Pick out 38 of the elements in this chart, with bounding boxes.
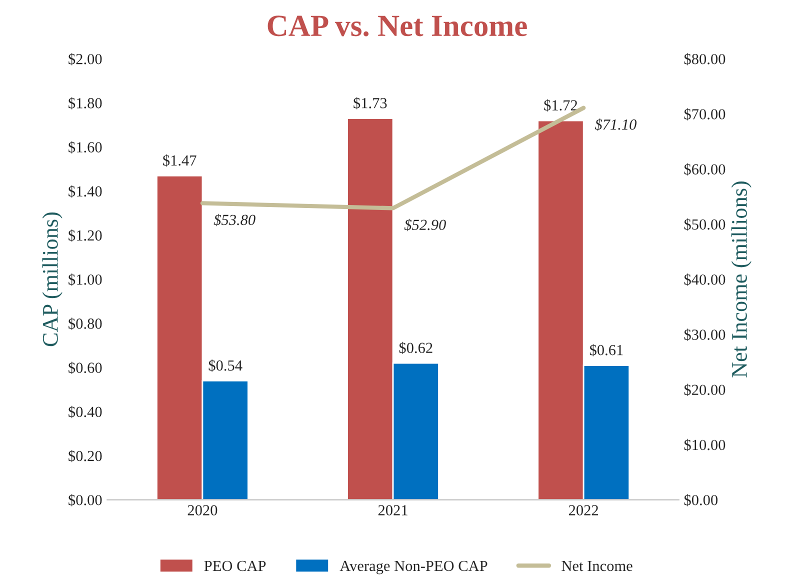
x-tick-label: 2020 bbox=[188, 505, 218, 516]
data-label: $1.72 bbox=[544, 99, 578, 112]
y2-tick-label: $70.00 bbox=[684, 108, 726, 120]
y2-tick-label: $80.00 bbox=[684, 53, 726, 66]
data-label: $1.73 bbox=[354, 97, 387, 110]
y2-tick-label: $0.00 bbox=[684, 494, 718, 506]
data-label: $0.62 bbox=[399, 342, 432, 354]
y2-axis-title: Net Income (millions) bbox=[731, 182, 752, 378]
y-tick-label: $0.20 bbox=[68, 450, 102, 462]
y2-tick-label: $60.00 bbox=[684, 163, 726, 176]
data-label: $53.80 bbox=[214, 214, 256, 226]
y2-tick-label: $50.00 bbox=[684, 218, 726, 231]
y-tick-label: $1.00 bbox=[68, 274, 102, 286]
chart-title: CAP vs. Net Income bbox=[268, 16, 527, 36]
y2-tick-label: $20.00 bbox=[684, 384, 726, 396]
legend-label: PEO CAP bbox=[204, 560, 266, 572]
y-tick-label: $2.00 bbox=[68, 53, 102, 66]
y2-tick-label: $10.00 bbox=[684, 438, 726, 452]
data-label: $0.61 bbox=[590, 344, 623, 356]
y-tick-label: $1.20 bbox=[68, 229, 102, 242]
y-tick-label: $0.40 bbox=[68, 406, 102, 418]
y-tick-label: $1.40 bbox=[68, 185, 102, 198]
data-label: $71.10 bbox=[594, 118, 637, 131]
legend-label: Average Non-PEO CAP bbox=[340, 560, 488, 574]
legend-label: Net Income bbox=[562, 560, 632, 572]
y2-tick-label: $40.00 bbox=[684, 274, 726, 286]
x-tick-label: 2021 bbox=[378, 505, 408, 516]
y-axis-title: CAP (millions) bbox=[42, 212, 62, 346]
y-tick-label: $0.80 bbox=[68, 318, 102, 330]
x-tick-label: 2022 bbox=[568, 505, 598, 516]
y-tick-label: $0.60 bbox=[68, 362, 102, 374]
y-tick-label: $1.80 bbox=[68, 97, 102, 110]
data-label: $1.47 bbox=[163, 154, 196, 167]
data-label: $52.90 bbox=[404, 218, 446, 232]
y-tick-label: $0.00 bbox=[68, 494, 102, 506]
data-label: $0.54 bbox=[208, 359, 242, 372]
y2-tick-label: $30.00 bbox=[684, 328, 726, 341]
y-tick-label: $1.60 bbox=[68, 141, 102, 154]
